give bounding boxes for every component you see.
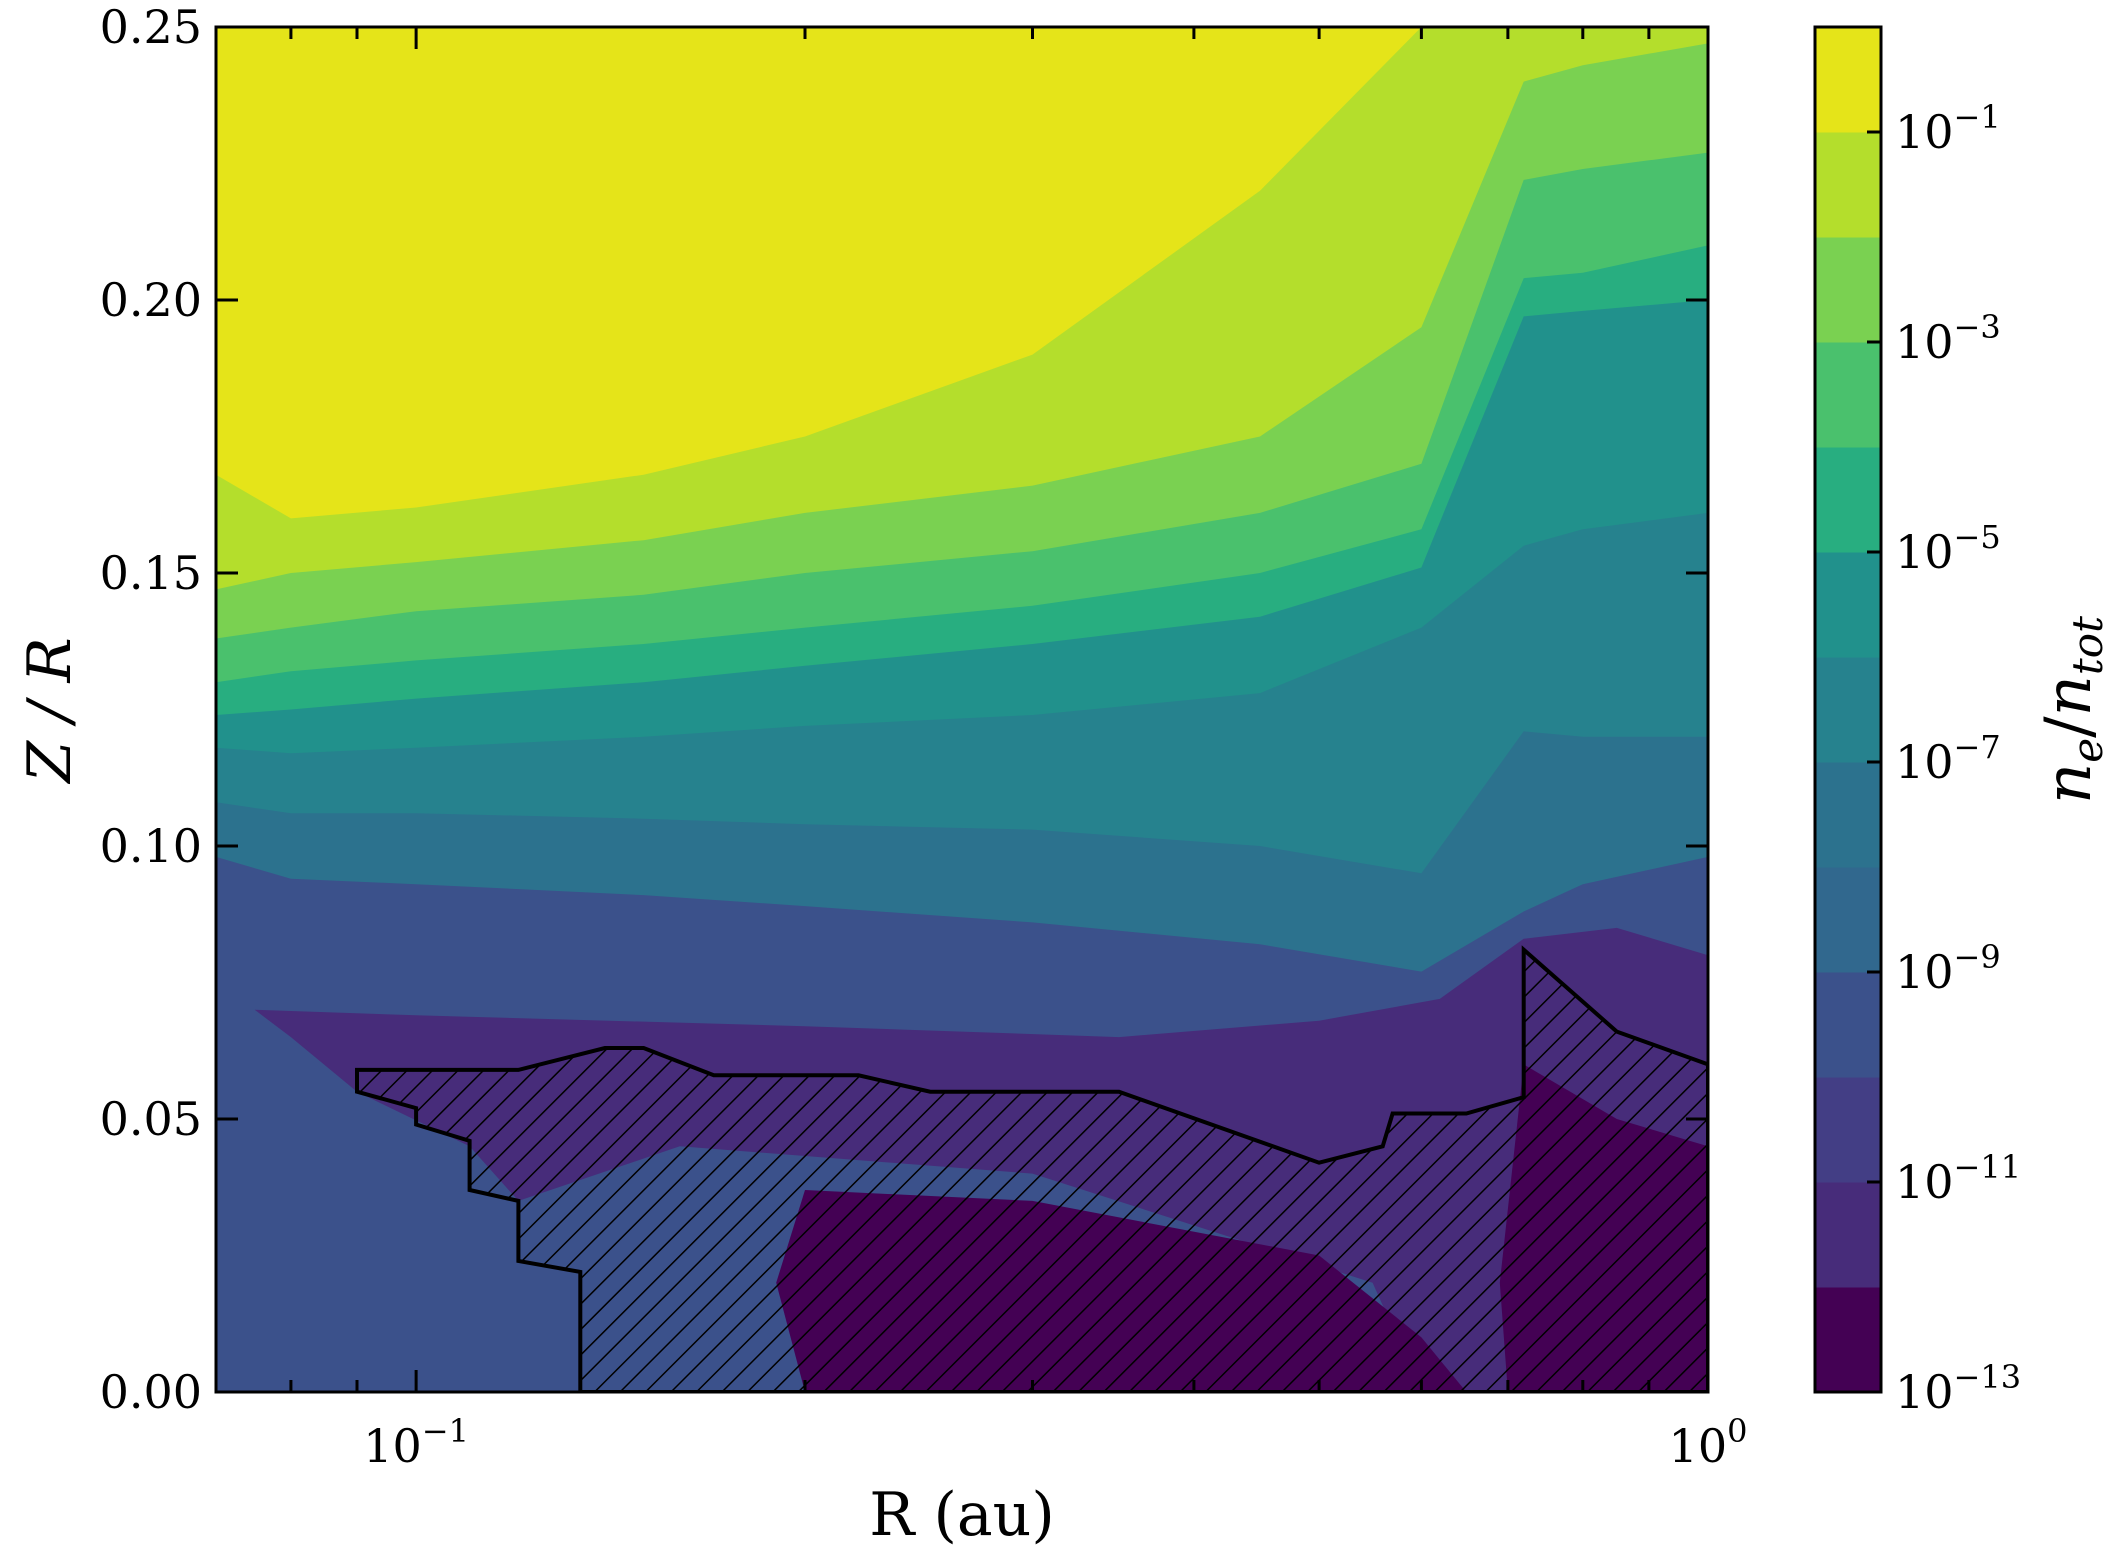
colorbar-tick-base: 10	[1895, 1155, 1954, 1209]
colorbar-segment	[1815, 552, 1881, 658]
x-tick-label: 10−1	[363, 1412, 469, 1473]
colorbar-segment	[1815, 342, 1881, 448]
colorbar-segment	[1815, 1287, 1881, 1393]
colorbar-segment	[1815, 762, 1881, 868]
colorbar-segment	[1815, 447, 1881, 553]
colorbar-tick-base: 10	[1895, 735, 1954, 789]
y-tick-label: 0.15	[100, 546, 202, 600]
y-tick-label: 0.25	[100, 0, 202, 54]
colorbar-segment	[1815, 237, 1881, 343]
colorbar-segment	[1815, 972, 1881, 1078]
colorbar-tick-label: 10−9	[1895, 938, 2001, 999]
y-tick-label: 0.20	[100, 273, 202, 327]
colorbar-tick-base: 10	[1895, 315, 1954, 369]
colorbar-tick-exponent: −13	[1954, 1358, 2022, 1396]
colorbar-tick-exponent: −1	[1954, 98, 2001, 136]
colorbar-title: ne/ntot	[2032, 616, 2112, 804]
colorbar-tick-exponent: −9	[1954, 938, 2001, 976]
hatched-region	[355, 945, 1708, 1392]
plot-frame	[214, 25, 1710, 1394]
colorbar-title-group: ne/ntot	[2032, 616, 2112, 804]
x-tick-exponent: −1	[422, 1412, 469, 1450]
colorbar-segment	[1815, 27, 1881, 133]
x-tick-base: 10	[1669, 1419, 1728, 1473]
colorbar-title-sub-e: e	[2063, 738, 2112, 763]
colorbar-tick-exponent: −3	[1954, 308, 2001, 346]
x-tick-label: 100	[1669, 1412, 1748, 1473]
colorbar-tick-label: 10−7	[1895, 728, 2001, 789]
colorbar-tick-label: 10−13	[1895, 1358, 2021, 1419]
colorbar-title-sub-tot: tot	[2063, 616, 2112, 675]
colorbar-title-n-tot: n	[2032, 675, 2106, 716]
colorbar-segment	[1815, 1182, 1881, 1288]
colorbar-tick-label: 10−3	[1895, 308, 2001, 369]
colorbar-segment	[1815, 657, 1881, 763]
y-tick-label: 0.05	[100, 1092, 202, 1146]
colorbar-tick-label: 10−11	[1895, 1148, 2021, 1209]
colorbar-tick-base: 10	[1895, 525, 1954, 579]
contour-band-m2	[216, 27, 1422, 519]
x-tick-base: 10	[363, 1419, 422, 1473]
colorbar-tick-exponent: −11	[1954, 1148, 2022, 1186]
x-axis: 10−1 100	[214, 27, 1748, 1473]
colorbar-segment	[1815, 132, 1881, 238]
x-tick-exponent: 0	[1727, 1412, 1747, 1450]
colorbar-tick-base: 10	[1895, 945, 1954, 999]
colorbar-tick-base: 10	[1895, 105, 1954, 159]
y-tick-label: 0.00	[100, 1365, 202, 1419]
y-tick-label: 0.10	[100, 819, 202, 873]
plot-area	[216, 27, 1708, 1392]
y-axis-title-group: Z / R	[15, 637, 85, 784]
colorbar-tick-base: 10	[1895, 1365, 1954, 1419]
colorbar-tick-label: 10−5	[1895, 518, 2001, 579]
colorbar-tick-label: 10−1	[1895, 98, 2001, 159]
y-axis: 0.00 0.05 0.10 0.15 0.20 0.25	[100, 0, 1708, 1419]
colorbar-tick-exponent: −7	[1954, 728, 2001, 766]
colorbar-title-slash: /	[2032, 716, 2106, 738]
colorbar-title-n-e: n	[2032, 763, 2106, 804]
colorbar-segment	[1815, 1077, 1881, 1183]
colorbar-segment	[1815, 867, 1881, 973]
colorbar-tick-exponent: −5	[1954, 518, 2001, 556]
y-axis-title: Z / R	[15, 637, 85, 784]
colorbar-frame	[1813, 25, 1883, 1394]
x-axis-title: R (au)	[869, 1480, 1054, 1550]
